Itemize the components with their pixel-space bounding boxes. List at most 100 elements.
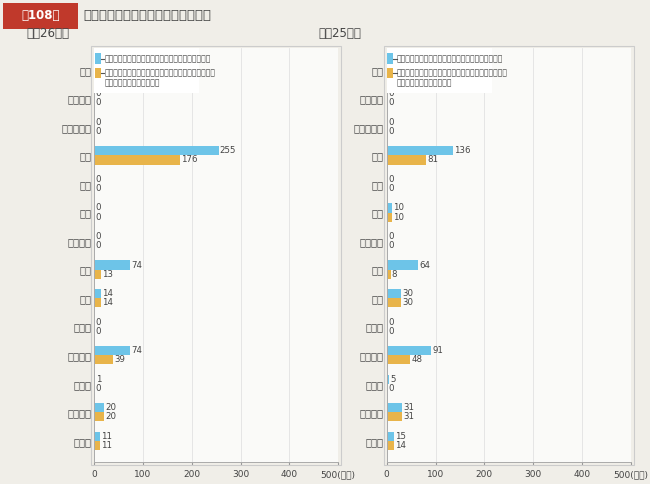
Text: 91: 91 bbox=[432, 346, 443, 355]
Bar bbox=[94, 289, 101, 298]
Text: 30: 30 bbox=[402, 298, 413, 307]
Text: 平成25年度: 平成25年度 bbox=[318, 27, 361, 40]
Text: 74: 74 bbox=[131, 346, 142, 355]
Bar bbox=[387, 155, 426, 165]
Text: 平成26年度: 平成26年度 bbox=[26, 27, 69, 40]
Text: 13: 13 bbox=[102, 270, 113, 279]
Text: 11: 11 bbox=[101, 441, 112, 450]
Bar bbox=[387, 289, 402, 298]
Bar bbox=[94, 270, 101, 279]
Bar bbox=[387, 298, 402, 307]
Text: 0: 0 bbox=[96, 89, 101, 98]
Text: 0: 0 bbox=[388, 118, 393, 127]
Text: 1: 1 bbox=[96, 375, 101, 384]
Text: 15: 15 bbox=[395, 432, 406, 441]
Text: 14: 14 bbox=[395, 441, 406, 450]
Bar bbox=[387, 355, 410, 364]
Bar bbox=[94, 155, 180, 165]
Text: 31: 31 bbox=[403, 403, 414, 412]
Bar bbox=[94, 432, 99, 441]
Text: 136: 136 bbox=[454, 146, 471, 155]
Text: 8: 8 bbox=[392, 270, 397, 279]
Text: 48: 48 bbox=[411, 355, 422, 364]
Bar bbox=[94, 298, 101, 307]
Text: 0: 0 bbox=[96, 127, 101, 136]
Text: 0: 0 bbox=[96, 241, 101, 250]
Text: 0: 0 bbox=[388, 60, 393, 70]
FancyBboxPatch shape bbox=[94, 48, 199, 92]
Bar bbox=[387, 203, 391, 212]
Text: 0: 0 bbox=[388, 70, 393, 79]
FancyBboxPatch shape bbox=[387, 48, 491, 92]
Text: 64: 64 bbox=[419, 260, 430, 270]
Text: 30: 30 bbox=[402, 289, 413, 298]
Text: 0: 0 bbox=[96, 70, 101, 79]
Text: 0: 0 bbox=[96, 118, 101, 127]
Text: 0: 0 bbox=[96, 98, 101, 107]
Text: 0: 0 bbox=[96, 175, 101, 184]
Bar bbox=[94, 412, 104, 422]
Text: 資金不足額がある公営企業会計の資金不足額合計額: 資金不足額がある公営企業会計の資金不足額合計額 bbox=[397, 54, 503, 63]
Text: 0: 0 bbox=[388, 318, 393, 327]
Bar bbox=[387, 346, 431, 355]
Text: うち資金不足比率が経営健全化基準以上である公営企: うち資金不足比率が経営健全化基準以上である公営企 bbox=[397, 68, 508, 77]
Bar bbox=[387, 441, 393, 450]
Text: 0: 0 bbox=[96, 384, 101, 393]
FancyBboxPatch shape bbox=[387, 53, 393, 64]
FancyBboxPatch shape bbox=[95, 68, 101, 78]
Bar bbox=[94, 346, 130, 355]
Bar bbox=[387, 146, 453, 155]
Text: 20: 20 bbox=[105, 403, 116, 412]
Text: 14: 14 bbox=[102, 298, 113, 307]
Text: 0: 0 bbox=[96, 212, 101, 222]
Text: 0: 0 bbox=[388, 184, 393, 193]
Text: 第108図: 第108図 bbox=[21, 9, 60, 22]
Text: 0: 0 bbox=[388, 175, 393, 184]
Text: 11: 11 bbox=[101, 432, 112, 441]
Text: 74: 74 bbox=[131, 260, 142, 270]
Text: 81: 81 bbox=[428, 155, 439, 165]
Text: 業会計の資金不足額合計額: 業会計の資金不足額合計額 bbox=[105, 79, 160, 88]
Bar bbox=[387, 432, 394, 441]
Bar bbox=[387, 403, 402, 412]
Text: 0: 0 bbox=[388, 232, 393, 241]
Text: 20: 20 bbox=[105, 412, 116, 422]
Text: 0: 0 bbox=[96, 60, 101, 70]
Text: 10: 10 bbox=[393, 212, 404, 222]
Text: 10: 10 bbox=[393, 203, 404, 212]
Bar bbox=[94, 355, 113, 364]
Text: 0: 0 bbox=[388, 384, 393, 393]
Text: 0: 0 bbox=[96, 318, 101, 327]
Text: 0: 0 bbox=[96, 232, 101, 241]
Text: うち資金不足比率が経営健全化基準以上である公営企: うち資金不足比率が経営健全化基準以上である公営企 bbox=[105, 68, 216, 77]
Text: 5: 5 bbox=[391, 375, 396, 384]
FancyBboxPatch shape bbox=[95, 53, 101, 64]
Bar bbox=[94, 260, 130, 270]
Text: 255: 255 bbox=[220, 146, 237, 155]
Text: 業会計の資金不足額合計額: 業会計の資金不足額合計額 bbox=[397, 79, 452, 88]
Text: 0: 0 bbox=[96, 203, 101, 212]
Text: 14: 14 bbox=[102, 289, 113, 298]
Text: 0: 0 bbox=[388, 327, 393, 336]
Text: 0: 0 bbox=[96, 327, 101, 336]
Text: 0: 0 bbox=[388, 89, 393, 98]
Text: 0: 0 bbox=[388, 241, 393, 250]
Text: 0: 0 bbox=[388, 98, 393, 107]
Bar bbox=[387, 375, 389, 384]
Bar bbox=[387, 270, 391, 279]
Text: 資金不足額の状況（事業別合計額）: 資金不足額の状況（事業別合計額） bbox=[83, 9, 211, 22]
Text: 31: 31 bbox=[403, 412, 414, 422]
FancyBboxPatch shape bbox=[387, 68, 393, 78]
Text: 176: 176 bbox=[181, 155, 198, 165]
Text: 0: 0 bbox=[388, 127, 393, 136]
Bar bbox=[94, 403, 104, 412]
Text: 39: 39 bbox=[114, 355, 125, 364]
Bar bbox=[94, 441, 99, 450]
Bar bbox=[387, 260, 418, 270]
Text: 資金不足額がある公営企業会計の資金不足額合計額: 資金不足額がある公営企業会計の資金不足額合計額 bbox=[105, 54, 211, 63]
Bar bbox=[94, 146, 218, 155]
Bar bbox=[387, 412, 402, 422]
FancyBboxPatch shape bbox=[3, 2, 78, 29]
Bar bbox=[387, 212, 391, 222]
Text: 0: 0 bbox=[96, 184, 101, 193]
